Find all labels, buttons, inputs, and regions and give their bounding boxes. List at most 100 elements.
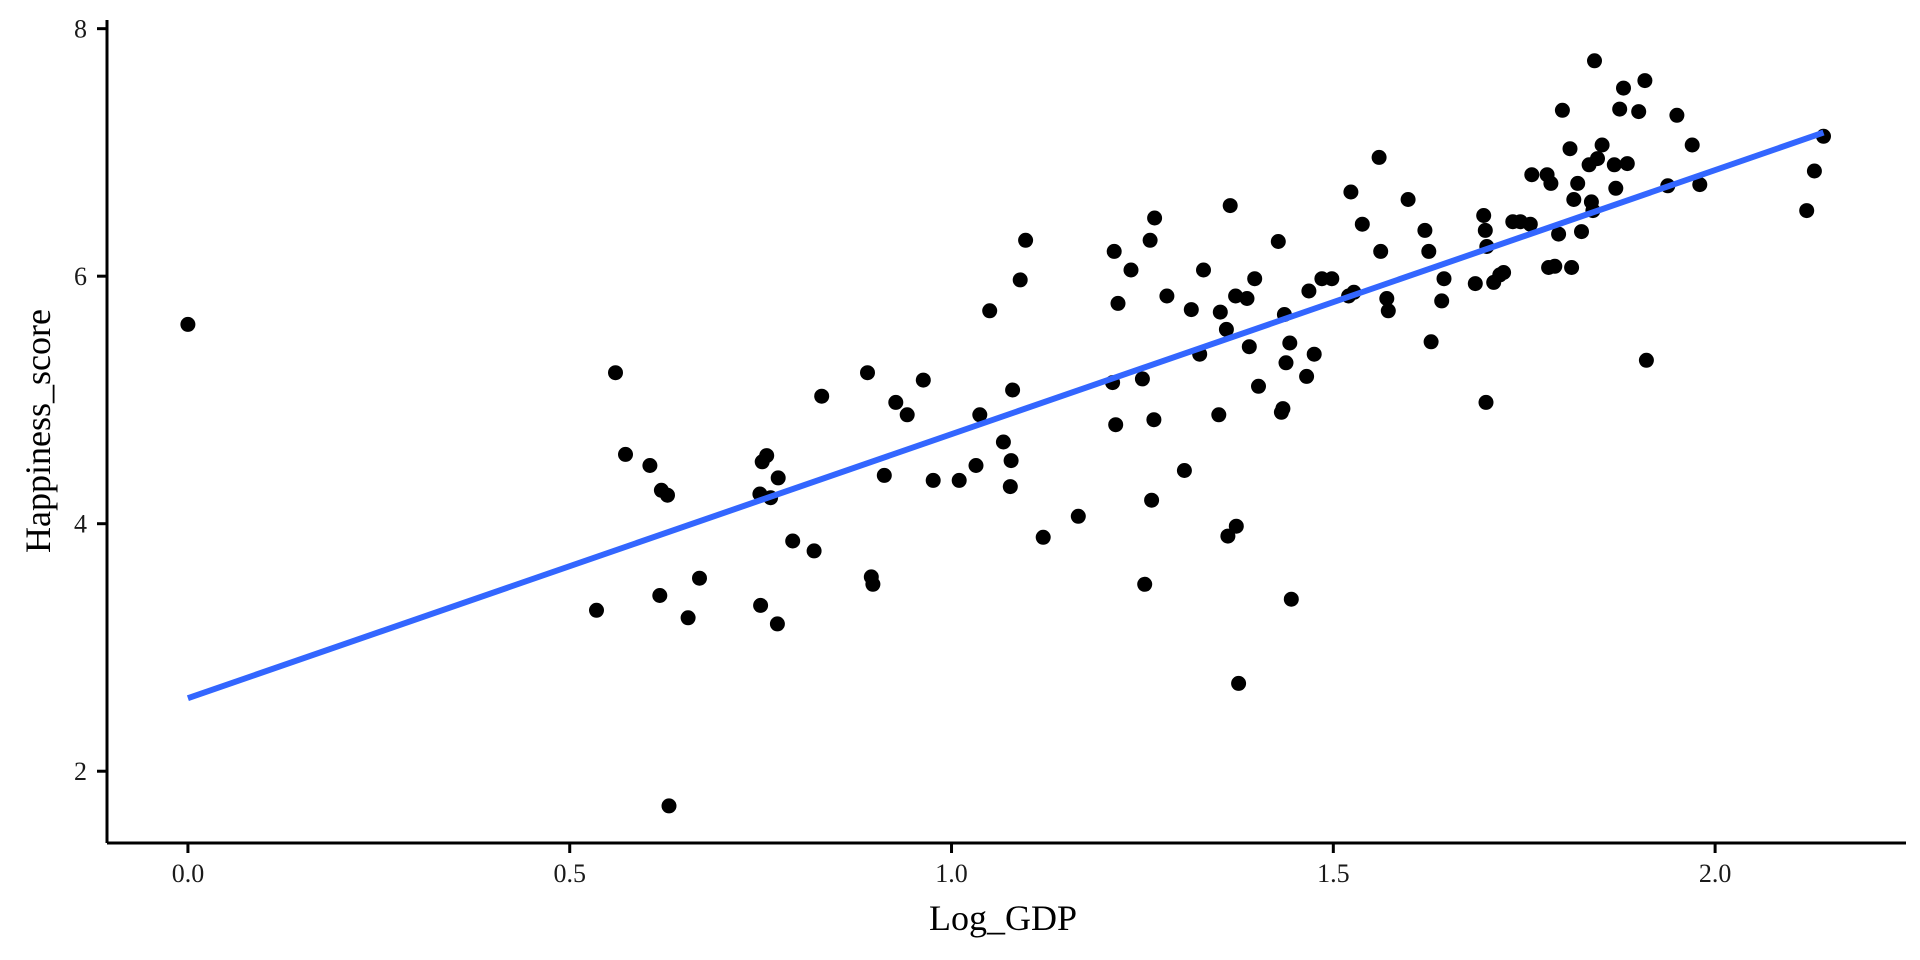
data-point	[692, 570, 707, 586]
data-point	[1806, 163, 1822, 179]
data-point	[860, 365, 875, 381]
data-point	[608, 365, 623, 381]
data-point	[1144, 492, 1160, 508]
y-tick-label: 2	[74, 757, 87, 786]
data-point	[1146, 412, 1162, 428]
data-point	[642, 458, 658, 473]
data-point	[1551, 226, 1567, 242]
data-point	[1590, 151, 1605, 167]
data-point	[1400, 192, 1416, 207]
data-point	[1299, 368, 1315, 384]
data-point	[1228, 288, 1244, 304]
data-point	[652, 588, 668, 603]
data-point	[1373, 243, 1389, 259]
data-point	[951, 472, 967, 488]
data-point	[925, 472, 941, 488]
data-point	[1566, 192, 1582, 207]
data-point	[1070, 508, 1086, 524]
data-point	[660, 487, 675, 503]
data-point	[1606, 157, 1622, 173]
data-point	[1421, 243, 1437, 259]
data-point	[1222, 198, 1238, 214]
data-point	[1270, 234, 1286, 249]
data-point	[1637, 73, 1653, 89]
data-point	[1283, 591, 1299, 607]
y-tick-label: 4	[74, 510, 87, 539]
data-point	[680, 610, 696, 626]
data-point	[1005, 382, 1021, 398]
data-point	[1799, 203, 1815, 219]
data-point	[1594, 137, 1610, 153]
data-point	[1212, 304, 1228, 320]
data-point	[1301, 283, 1317, 299]
data-point	[1035, 529, 1051, 545]
data-point	[661, 798, 677, 814]
data-point	[982, 303, 998, 319]
data-point	[1496, 265, 1512, 280]
data-point	[1684, 137, 1700, 153]
data-point	[589, 602, 604, 618]
data-point	[1278, 355, 1294, 371]
data-point	[1587, 53, 1602, 69]
data-point	[1524, 167, 1540, 183]
data-point	[1134, 371, 1150, 387]
regression-line	[186, 129, 1825, 702]
x-axis-ticks: 0.0 0.5 1.0 1.5 2.0	[172, 843, 1731, 888]
y-axis-ticks: 2 4 6 8	[74, 15, 107, 786]
data-point	[1380, 303, 1396, 319]
data-point	[1147, 210, 1163, 226]
data-point	[1228, 518, 1244, 534]
data-point	[785, 533, 801, 549]
x-axis-title: Log_GDP	[929, 898, 1077, 938]
data-point	[1631, 104, 1647, 120]
data-point	[1218, 321, 1234, 337]
data-point	[865, 576, 881, 592]
data-point	[1211, 407, 1227, 423]
data-point	[1574, 224, 1589, 240]
data-point	[1002, 479, 1018, 495]
y-tick-label: 6	[74, 262, 87, 291]
data-point	[1543, 175, 1559, 191]
data-point	[888, 394, 904, 410]
data-point	[1196, 262, 1211, 278]
data-point	[1123, 262, 1139, 278]
regression-line-layer	[186, 129, 1825, 702]
data-point	[1434, 293, 1450, 309]
data-point	[1570, 175, 1586, 191]
data-point	[1354, 216, 1370, 232]
data-point	[814, 388, 830, 404]
data-point	[1343, 184, 1359, 200]
data-point	[1220, 528, 1236, 544]
data-point	[1306, 346, 1322, 362]
data-point	[759, 448, 775, 464]
data-point	[770, 470, 786, 486]
data-point	[769, 616, 785, 632]
data-point	[1159, 288, 1175, 304]
data-point	[915, 372, 931, 388]
x-tick-label: 0.0	[172, 859, 205, 888]
data-point	[1371, 149, 1387, 165]
data-point	[1564, 260, 1580, 275]
data-point	[1018, 232, 1034, 248]
data-point	[1547, 258, 1563, 274]
data-point	[1477, 222, 1493, 238]
data-point	[1137, 576, 1153, 592]
data-points	[180, 53, 1831, 814]
data-point	[1275, 401, 1291, 417]
data-point	[995, 434, 1011, 450]
data-point	[180, 316, 196, 332]
data-point	[1476, 208, 1492, 223]
data-point	[1619, 156, 1635, 172]
data-point	[618, 446, 633, 462]
data-point	[1251, 378, 1266, 394]
data-point	[899, 407, 915, 423]
data-point	[968, 458, 984, 473]
data-point	[1562, 141, 1578, 157]
data-point	[1423, 334, 1439, 350]
data-point	[1241, 339, 1257, 355]
data-point	[1231, 675, 1247, 691]
data-point	[1669, 107, 1685, 123]
data-point	[1106, 243, 1122, 259]
x-tick-label: 1.5	[1317, 859, 1350, 888]
